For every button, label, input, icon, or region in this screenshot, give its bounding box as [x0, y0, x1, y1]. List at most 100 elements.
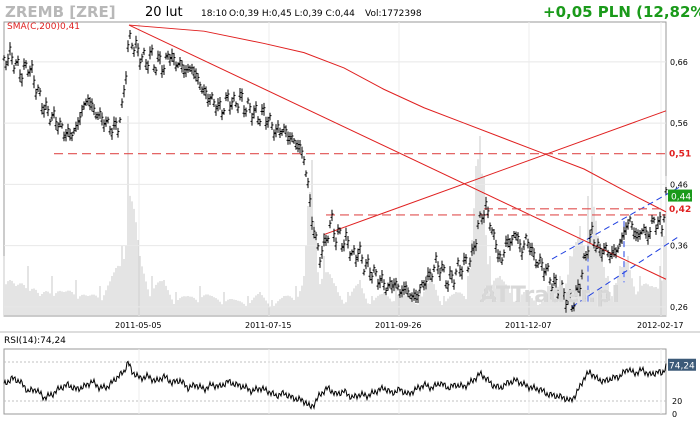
price-bar: [466, 266, 470, 273]
price-bar: [86, 94, 90, 106]
price-bar: [410, 292, 414, 302]
price-bar: [534, 259, 538, 269]
price-bar: [552, 272, 556, 286]
price-bar: [556, 289, 560, 301]
price-bar: [156, 50, 160, 63]
time-tick-label: 2012-02-17: [637, 321, 684, 330]
rsi-last-badge: [668, 358, 696, 371]
price-bar: [186, 63, 190, 73]
price-bar: [370, 271, 374, 284]
price-bar: [220, 109, 224, 121]
price-bar: [308, 194, 312, 207]
price-bar: [622, 226, 626, 240]
price-bar: [234, 101, 238, 108]
rsi-label: RSI(14):74,24: [4, 336, 66, 346]
time-tick-label: 2011-09-26: [375, 321, 422, 330]
price-bar: [126, 40, 130, 53]
price-bar: [180, 60, 184, 73]
price-bar: [444, 280, 448, 289]
price-bar: [464, 254, 468, 264]
price-bar: [564, 299, 568, 313]
price-bar: [138, 58, 142, 70]
price-bar: [608, 252, 612, 264]
price-bar: [216, 98, 220, 112]
price-bar: [426, 267, 430, 281]
price-bar: [380, 269, 384, 283]
price-bar: [108, 125, 112, 135]
price-bar: [78, 112, 82, 126]
price-bar: [500, 257, 504, 265]
quote-time: 18:10: [201, 9, 227, 19]
rsi-tick-label: 0: [672, 410, 677, 419]
price-bar: [338, 227, 342, 235]
price-bar: [472, 241, 476, 255]
price-bar: [322, 233, 326, 247]
price-bar: [504, 235, 508, 247]
price-bar: [588, 229, 592, 243]
rsi-line: [3, 360, 667, 411]
price-bar: [32, 75, 36, 89]
price-bar: [550, 283, 554, 295]
price-bar: [610, 246, 614, 259]
price-bar: [432, 264, 436, 272]
price-bar: [606, 249, 610, 258]
price-bar: [324, 234, 328, 246]
price-bar: [64, 129, 68, 142]
price-bar: [226, 89, 230, 102]
price-bar: [166, 50, 170, 60]
price-bar: [16, 55, 20, 66]
price-bar: [656, 216, 660, 230]
price-bar: [246, 97, 250, 105]
level-label: 0,42: [669, 205, 691, 215]
price-bar: [206, 93, 210, 107]
rsi-tick-label: 20: [672, 397, 682, 406]
trendline: [323, 110, 667, 236]
price-bar: [486, 206, 490, 219]
price-bar: [360, 254, 364, 264]
price-bar: [312, 226, 316, 239]
price-bar: [630, 220, 634, 230]
price-bar: [544, 263, 548, 276]
price-bar: [270, 121, 274, 131]
price-bar: [304, 170, 308, 178]
price-bar: [498, 250, 502, 262]
price-bar: [648, 226, 652, 240]
price-bar: [386, 282, 390, 291]
price-bar: [512, 230, 516, 238]
price-bar: [4, 60, 8, 71]
trendline: [128, 24, 667, 280]
price-bar: [174, 61, 178, 72]
price-bar: [394, 277, 398, 289]
price-bar: [554, 274, 558, 288]
price-bar: [662, 214, 666, 223]
price-bar: [590, 221, 594, 234]
price-bar: [510, 235, 514, 246]
price-bar: [502, 249, 506, 258]
price-bar: [398, 288, 402, 298]
sma-label: SMA(C,200)0,41: [7, 22, 81, 32]
price-bar: [372, 264, 376, 273]
price-bar: [404, 281, 408, 294]
price-bar: [330, 209, 334, 222]
price-bar: [18, 69, 22, 83]
rsi-last-label: 74,24: [669, 362, 695, 372]
price-bar: [272, 129, 276, 141]
price-bar: [58, 117, 62, 128]
price-bar: [306, 177, 310, 189]
price-bar: [188, 65, 192, 73]
price-bar: [484, 196, 488, 211]
price-bar: [660, 225, 664, 237]
price-bar: [258, 118, 262, 127]
price-bar: [628, 215, 632, 223]
price-bar: [368, 267, 372, 281]
price-bar: [348, 251, 352, 261]
price-bar: [514, 231, 518, 241]
price-bar: [364, 259, 368, 270]
price-bar: [428, 268, 432, 281]
price-bar: [102, 119, 106, 133]
price-bar: [238, 88, 242, 101]
price-bar: [560, 280, 564, 289]
price-bar: [274, 124, 278, 138]
price-bar: [390, 280, 394, 294]
